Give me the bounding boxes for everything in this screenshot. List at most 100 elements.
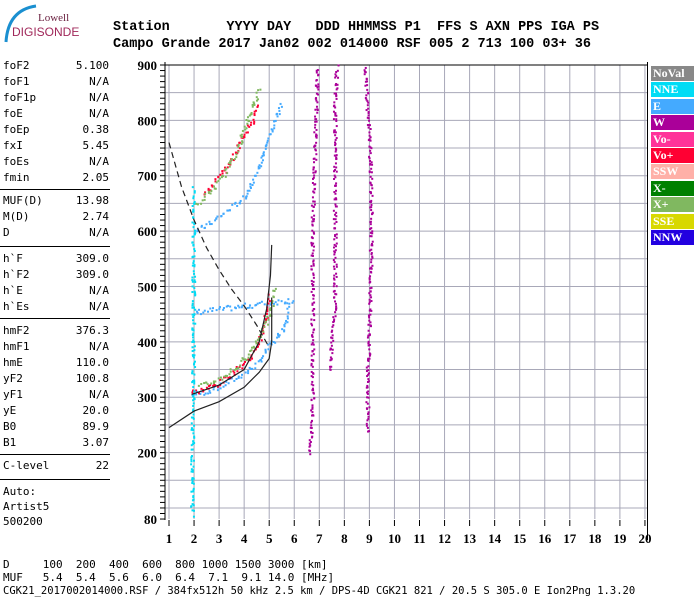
x-tick-label: 16 [538,531,552,546]
trace-point-w [333,174,336,177]
trace-point-e [234,307,237,310]
trace-point-vo [253,120,256,123]
trace-point-nne [193,345,196,348]
trace-point-nne [190,463,193,466]
trace-point-e [280,300,283,303]
param-label: hmF1 [3,340,30,353]
trace-point-nne [190,468,193,471]
trace-point-w [369,294,372,297]
trace-point-e [254,174,257,177]
trace-point-w [315,118,318,121]
trace-point-nne [192,319,195,322]
trace-point-vo [257,104,260,107]
trace-point-w [367,373,370,376]
trace-point-w [371,255,374,258]
trace-point-x [214,187,217,190]
trace-point-nne [191,241,194,244]
trace-point-w [370,206,373,209]
trace-point-vo [251,357,254,360]
trace-point-w [371,194,374,197]
trace-point-w [369,324,372,327]
trace-point-w [370,286,373,289]
trace-point-vo [209,384,212,387]
param-label: B1 [3,436,17,449]
x-tick-label: 20 [638,531,651,546]
trace-point-w [310,254,313,257]
trace-point-e [259,358,262,361]
trace-point-e [245,195,248,198]
trace-point-w [335,119,338,122]
trace-point-e [260,165,263,168]
trace-point-e [226,304,229,307]
trace-point-w [369,308,372,311]
param-fxi: fxI 5.45 [3,138,109,153]
trace-point-w [310,343,313,346]
trace-point-nne [193,436,196,439]
trace-point-e [292,300,295,303]
trace-point-w [335,215,338,218]
trace-point-nne [190,422,193,425]
trace-point-vo [255,109,258,112]
trace-point-w [368,406,371,409]
trace-point-e [211,309,214,312]
param-value: 13.98 [75,194,109,207]
trace-point-e [236,204,239,207]
trace-point-w [310,322,313,325]
trace-point-w [334,76,337,79]
trace-point-w [310,216,313,219]
artist-code: 500200 [3,514,109,529]
trace-point-nne [192,489,195,492]
trace-point-w [369,227,372,230]
trace-point-vo [212,384,215,387]
digisonde-logo: Lowell DIGISONDE [2,4,82,44]
legend-item-nnw: NNW [651,230,694,245]
trace-point-w [333,213,336,216]
trace-point-w [367,126,370,129]
trace-point-nne [191,280,194,283]
trace-point-w [367,342,370,345]
trace-point-w [313,319,316,322]
trace-point-w [312,389,315,392]
trace-point-nne [193,200,196,203]
trace-point-w [336,69,339,72]
trace-point-w [335,308,338,311]
trace-point-w [371,177,374,180]
trace-point-w [310,436,313,439]
trace-point-w [313,328,316,331]
trace-point-w [366,336,369,339]
legend-item-vo: Vo- [651,131,694,147]
trace-point-nne [191,221,194,224]
trace-point-w [315,120,318,123]
trace-point-w [370,296,373,299]
trace-point-w [365,424,368,427]
param-value: N/A [89,226,109,239]
trace-point-w [312,331,315,334]
trace-point-nne [193,250,196,253]
trace-point-x [195,202,198,205]
trace-point-x [218,177,221,180]
trace-point-x [260,336,263,339]
param-label: h`F2 [3,268,30,281]
trace-point-nne [193,290,196,293]
x-tick-label: 18 [588,531,602,546]
trace-point-nne [192,195,195,198]
trace-point-vo [241,364,244,367]
trace-point-nne [194,229,197,232]
trace-point-w [368,171,371,174]
trace-point-w [370,171,373,174]
trace-point-x [263,322,266,325]
trace-point-nne [191,503,194,506]
trace-point-nne [194,280,197,283]
trace-point-w [368,134,371,137]
param-value: 0.38 [82,123,110,136]
trace-point-x [223,375,226,378]
trace-point-w [314,170,317,173]
trace-point-w [334,256,337,259]
trace-point-w [334,106,337,109]
trace-point-w [335,92,338,95]
trace-point-e [254,367,257,370]
trace-point-x [255,99,258,102]
trace-point-w [311,432,314,435]
trace-point-w [369,152,372,155]
trace-point-e [257,360,260,363]
